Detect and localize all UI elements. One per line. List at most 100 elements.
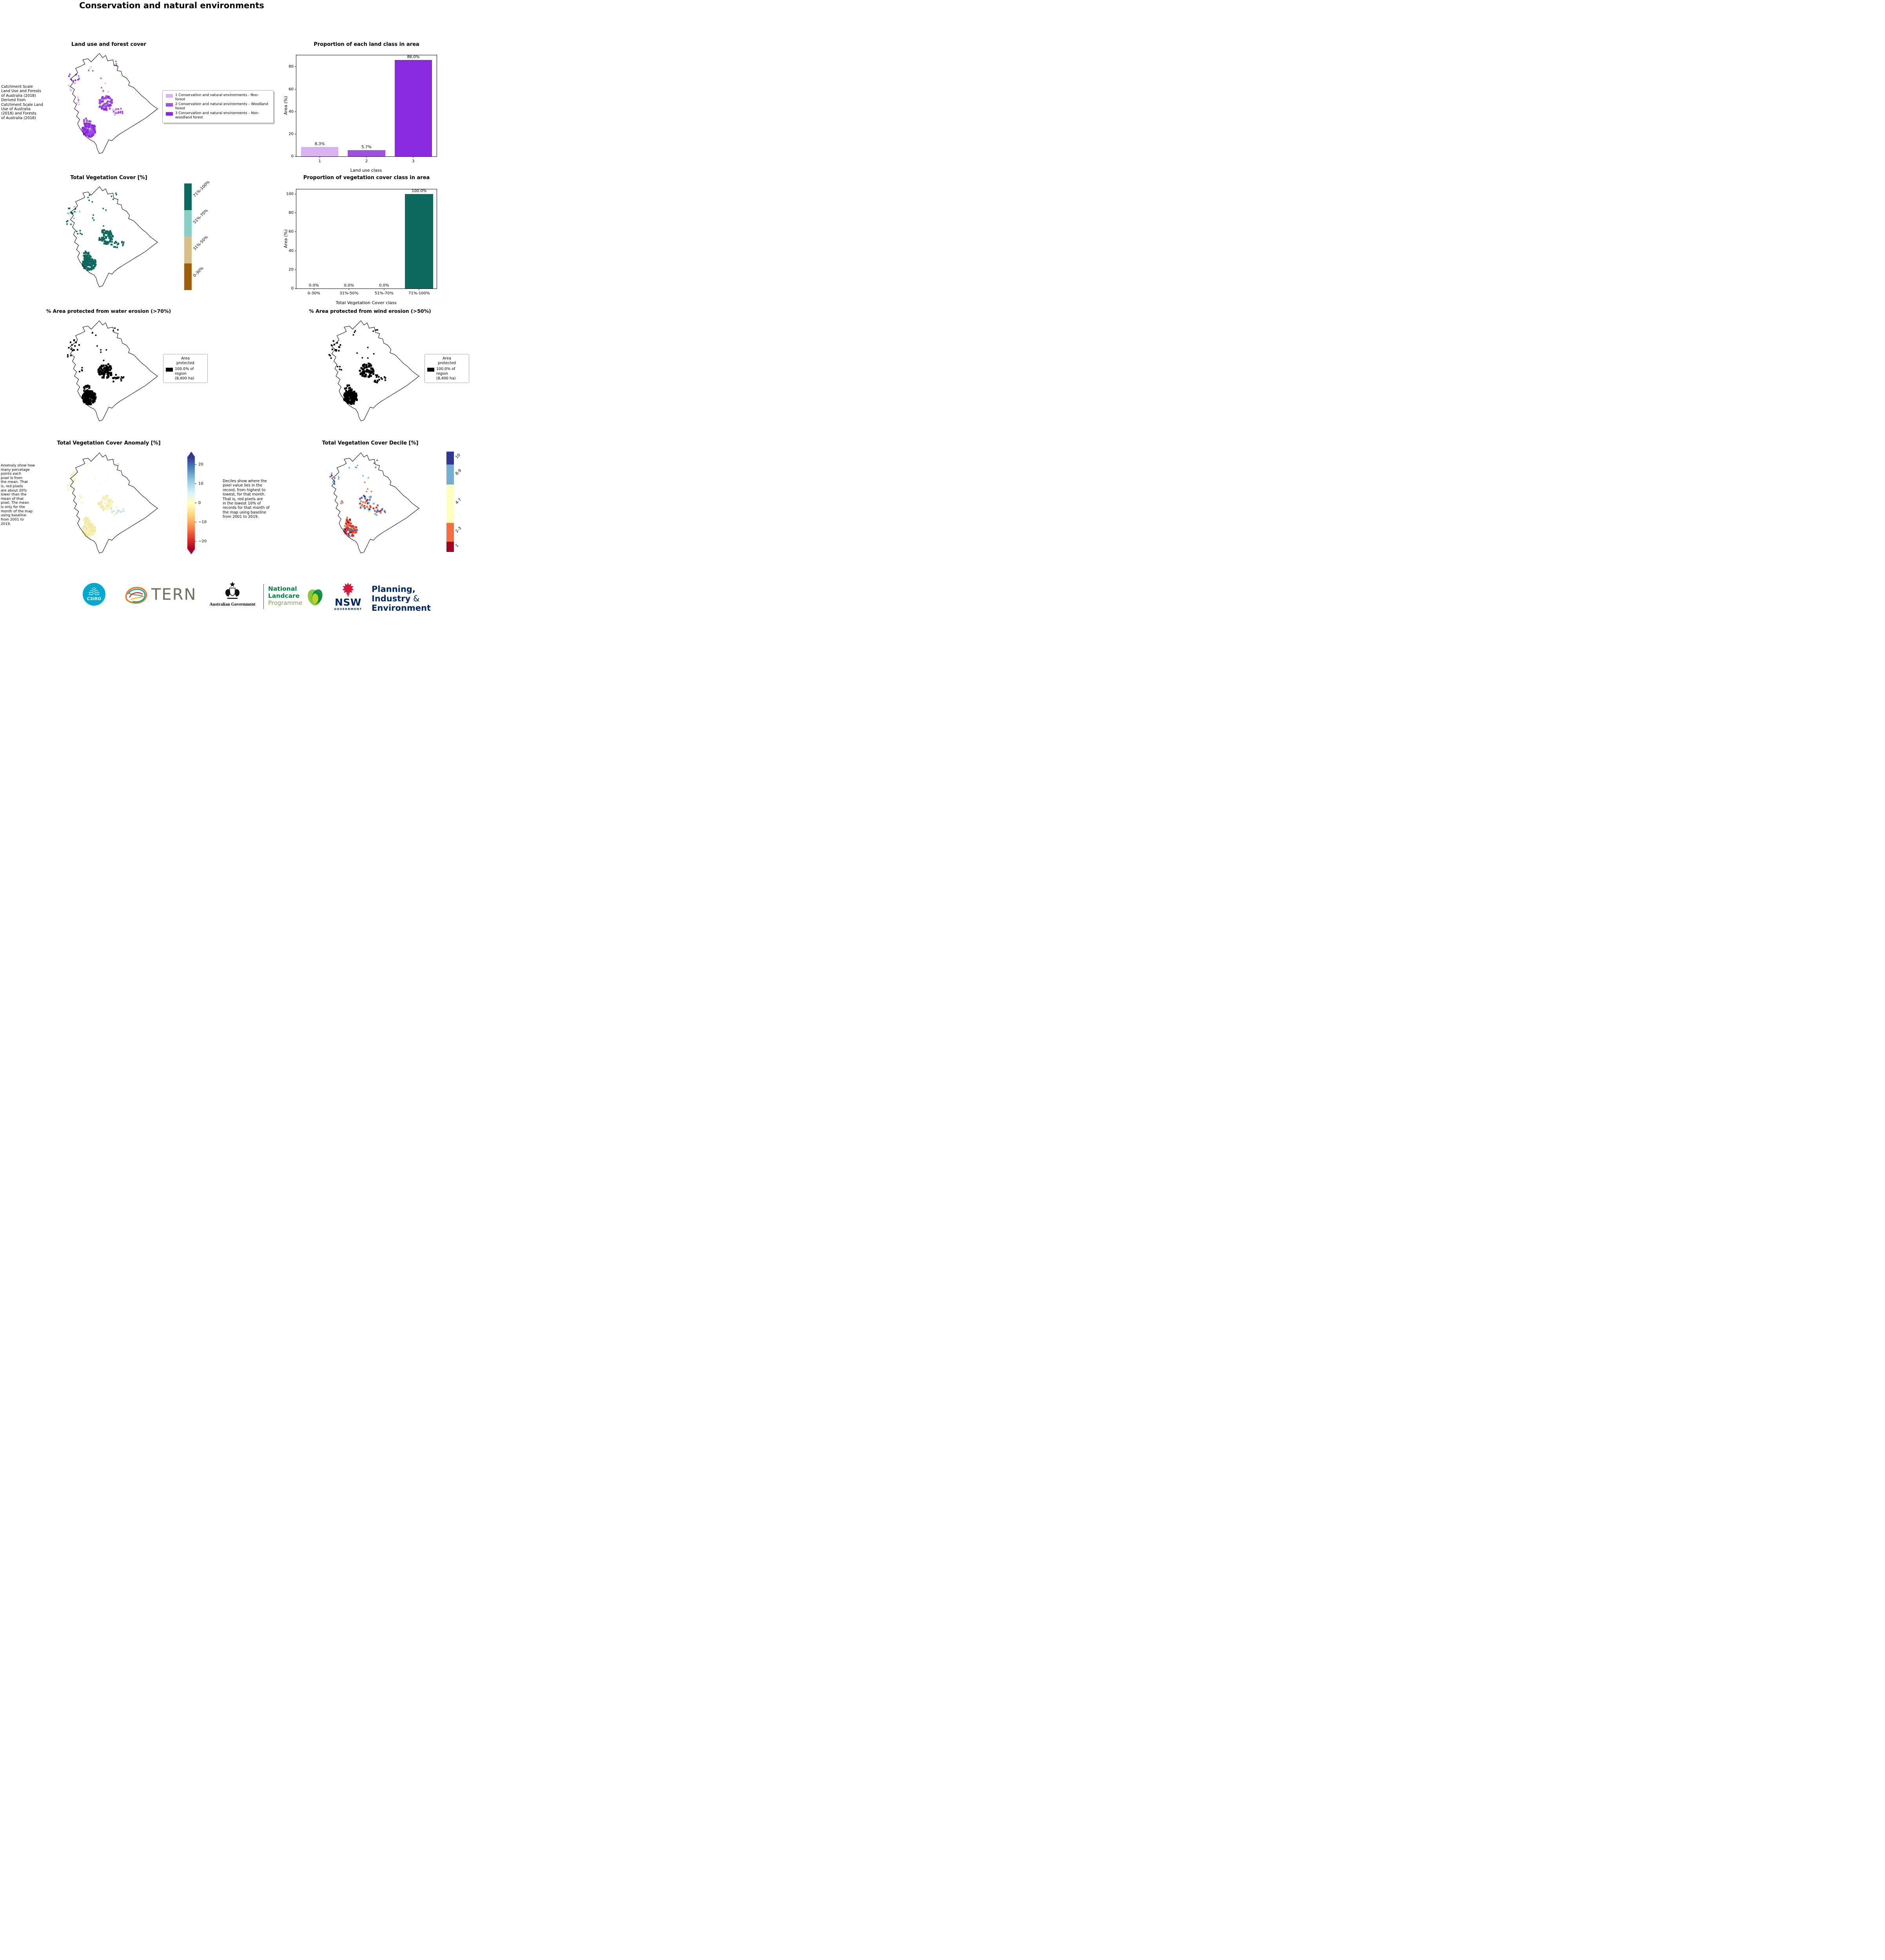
catchment-boundary bbox=[70, 53, 158, 154]
wind-erosion-map-title: % Area protected from wind erosion (>50%… bbox=[309, 308, 431, 314]
planning-industry-text: Industry bbox=[372, 593, 411, 603]
y-tick-label: 40 bbox=[288, 249, 294, 253]
y-tick-label: 60 bbox=[288, 229, 294, 234]
bar-value-label: 0.0% bbox=[379, 283, 389, 288]
colorbar-tick-mark bbox=[195, 522, 196, 523]
anomaly-note: Anomaly show how many percetage points e… bbox=[1, 464, 35, 526]
colorbar-label: 31%-50% bbox=[192, 235, 209, 252]
csiro-wordmark: CSIRO bbox=[87, 597, 101, 601]
colorbar-segment bbox=[184, 237, 192, 263]
legend-entry: 100.0% of region (8,400 ha) bbox=[427, 367, 466, 381]
colorbar-tick-label: −10 bbox=[198, 520, 207, 524]
australian-government-logo: Australian Government bbox=[206, 582, 259, 607]
colorbar-tick-mark bbox=[195, 483, 196, 484]
catchment-boundary bbox=[331, 452, 419, 554]
colorbar-bar: 20 10 0 −10 −20 bbox=[187, 457, 207, 549]
planning-line1: Planning, bbox=[372, 584, 415, 594]
y-axis-label: Area (%) bbox=[283, 96, 288, 115]
bar-value-label: 0.0% bbox=[309, 283, 319, 288]
y-tick-mark bbox=[295, 250, 296, 251]
veg-cover-map-title: Total Vegetation Cover [%] bbox=[70, 175, 147, 181]
csiro-icon: CSIRO bbox=[83, 583, 105, 606]
colorbar-tick-mark bbox=[195, 541, 196, 542]
land-use-map bbox=[57, 50, 161, 157]
area-protected-swatch bbox=[166, 367, 173, 372]
landcare-line2: Landcare bbox=[268, 592, 300, 599]
nsw-government-label: GOVERNMENT bbox=[334, 608, 362, 611]
y-tick-label: 80 bbox=[288, 64, 294, 69]
colorbar-label: 2-3 bbox=[455, 526, 463, 534]
y-tick-label: 20 bbox=[288, 132, 294, 136]
legend-label: 1 Conservation and natural environments … bbox=[175, 93, 259, 102]
legend-swatch bbox=[166, 94, 173, 98]
nsw-government-logo: NSW GOVERNMENT bbox=[333, 582, 363, 611]
water-erosion-map bbox=[57, 318, 161, 424]
colorbar-label: 71%-100% bbox=[192, 180, 211, 198]
landcare-line1: National bbox=[268, 585, 297, 592]
coat-of-arms-icon bbox=[225, 582, 239, 599]
water-erosion-legend: Area protected 100.0% of region (8,400 h… bbox=[163, 354, 208, 383]
y-tick-mark bbox=[295, 269, 296, 270]
bar-value-label: 100.0% bbox=[412, 189, 427, 194]
x-tick-mark bbox=[413, 156, 414, 158]
colorbar-tick-label: −20 bbox=[198, 539, 207, 544]
landcare-wordmark: National Landcare Programme bbox=[268, 585, 302, 606]
x-tick-label: 3 bbox=[412, 159, 415, 163]
anomaly-map bbox=[57, 450, 161, 556]
bar-value-label: 0.0% bbox=[344, 283, 354, 288]
colorbar-label: 10 bbox=[455, 453, 461, 460]
tern-logo: TERN bbox=[122, 583, 196, 606]
x-tick-label: 0-30% bbox=[307, 291, 320, 296]
veg-cover-colorbar: 71%-100% 51%-70% 31%-50% 0-30% bbox=[184, 180, 210, 290]
tern-wordmark: TERN bbox=[151, 586, 197, 604]
colorbar-arrow-up bbox=[187, 452, 195, 457]
decile-map bbox=[318, 450, 422, 556]
anomaly-colorbar: 20 10 0 −10 −20 bbox=[187, 452, 207, 554]
australian-government-wordmark: Australian Government bbox=[209, 602, 256, 607]
area-protected-swatch bbox=[427, 367, 434, 372]
y-tick-mark bbox=[295, 156, 296, 157]
decile-colorbar: 10 8-9 4-7 2-3 1 bbox=[446, 452, 462, 552]
land-use-source-note: Catchment Scale Land Use and Forests of … bbox=[1, 85, 44, 120]
legend-swatch bbox=[166, 112, 173, 116]
x-axis-label: Land use class bbox=[350, 168, 382, 173]
page-title: Conservation and natural environments bbox=[79, 1, 264, 10]
colorbar-label: 4-7 bbox=[455, 497, 463, 505]
colorbar-segment bbox=[184, 263, 192, 290]
decile-map-title: Total Vegetation Cover Decile [%] bbox=[322, 440, 419, 446]
veg-class-chart-title: Proportion of vegetation cover class in … bbox=[303, 175, 430, 181]
legend-entry: 2 Conservation and natural environments … bbox=[166, 102, 270, 111]
planning-line3: Environment bbox=[372, 603, 431, 613]
colorbar-tick-mark bbox=[195, 464, 196, 465]
x-tick-mark bbox=[366, 156, 367, 158]
legend-label: 2 Conservation and natural environments … bbox=[175, 102, 269, 111]
y-tick-label: 100 bbox=[286, 192, 294, 196]
legend-entry: 100.0% of region (8,400 ha) bbox=[166, 367, 205, 381]
national-landcare-programme-logo: National Landcare Programme bbox=[268, 585, 326, 608]
land-use-legend: 1 Conservation and natural environments … bbox=[162, 90, 274, 123]
x-tick-label: 31%-50% bbox=[339, 291, 359, 296]
colorbar-segment bbox=[184, 210, 192, 237]
bar-71%-100% bbox=[405, 194, 434, 289]
planning-industry-environment-logo: Planning, Industry & Environment bbox=[372, 584, 431, 613]
veg-class-bar-chart: Area (%) 0 20 40 60 80 100 0.0% 0-30% 0.0% 31%-50… bbox=[280, 189, 437, 307]
catchment-boundary bbox=[331, 320, 419, 421]
colorbar-segment bbox=[446, 452, 454, 465]
csiro-logo: CSIRO bbox=[82, 583, 106, 608]
bar-1 bbox=[301, 147, 339, 156]
colorbar-label: 51%-70% bbox=[192, 208, 209, 225]
colorbar-segment bbox=[446, 523, 454, 542]
legend-swatch bbox=[166, 103, 173, 107]
colorbar-arrow-down bbox=[187, 549, 195, 554]
colorbar-label: 8-9 bbox=[455, 468, 463, 476]
conservation-report-page: Conservation and natural environments La… bbox=[0, 0, 471, 626]
decile-note: Deciles show where the pixel value lies … bbox=[223, 479, 270, 519]
landcare-leaf-icon bbox=[308, 589, 323, 606]
colorbar-bar: 71%-100% 51%-70% 31%-50% 0-30% bbox=[184, 180, 210, 290]
plot-area: 0 20 40 60 80 100 0.0% 0-30% 0.0% 31%-50% 0.0% 51%-… bbox=[286, 189, 437, 296]
legend-entry: 1 Conservation and natural environments … bbox=[166, 93, 270, 102]
waratah-icon bbox=[342, 583, 354, 597]
bar-value-label: 8.3% bbox=[314, 142, 325, 147]
colorbar-tick-label: 0 bbox=[198, 501, 201, 505]
veg-cover-map bbox=[57, 183, 161, 290]
